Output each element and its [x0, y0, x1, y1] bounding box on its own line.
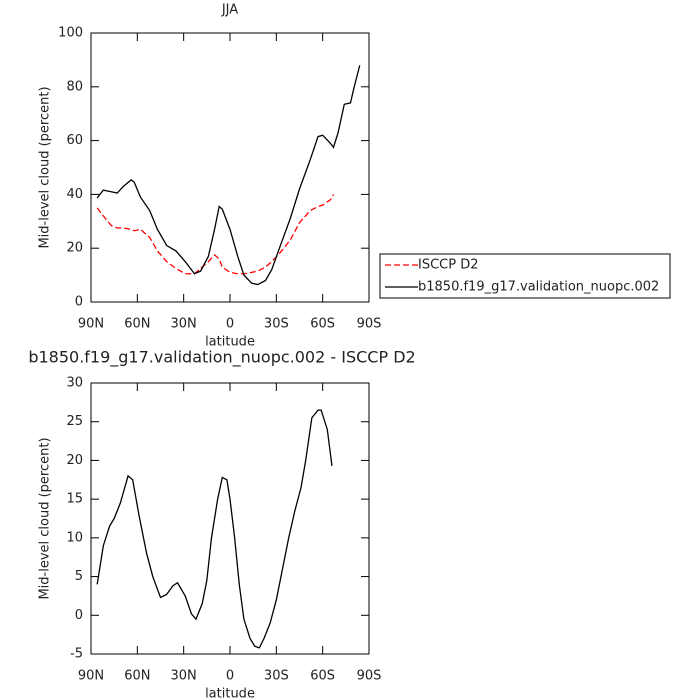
x-tick-label: 90N — [78, 669, 104, 684]
y-tick-label: 20 — [66, 241, 83, 256]
y-tick-label: 30 — [66, 376, 83, 391]
y-tick-label: 0 — [75, 608, 83, 623]
x-tick-label: 0 — [226, 317, 234, 332]
x-tick-label: 60N — [124, 317, 150, 332]
legend-label: ISCCP D2 — [418, 258, 479, 273]
data-line — [96, 65, 361, 286]
y-tick-label: 10 — [66, 530, 83, 545]
y-tick-label: 40 — [66, 187, 83, 202]
x-tick-label: 30S — [264, 317, 289, 332]
x-tick-label: 30S — [264, 669, 289, 684]
y-tick-label: 15 — [66, 492, 83, 507]
x-tick-label: 90N — [78, 317, 104, 332]
y-axis-label: Mid-level cloud (percent) — [38, 437, 53, 599]
x-axis-label: latitude — [205, 687, 255, 700]
y-tick-label: 0 — [75, 295, 83, 310]
legend-label: b1850.f19_g17.validation_nuopc.002 — [418, 280, 659, 295]
plot-frame — [90, 32, 370, 303]
y-tick-label: 60 — [66, 133, 83, 148]
x-tick-label: 30N — [171, 669, 197, 684]
data-line — [96, 409, 333, 649]
x-tick-label: 60S — [310, 669, 335, 684]
y-tick-label: 80 — [66, 79, 83, 94]
y-tick-label: 5 — [75, 569, 83, 584]
x-tick-label: 30N — [171, 317, 197, 332]
legend-box — [379, 253, 671, 299]
x-tick-label: 90S — [357, 669, 382, 684]
x-tick-label: 90S — [357, 317, 382, 332]
y-tick-label: 100 — [58, 26, 83, 41]
y-axis-label: Mid-level cloud (percent) — [38, 86, 53, 248]
y-tick-label: 20 — [66, 453, 83, 468]
x-tick-label: 60S — [310, 317, 335, 332]
x-tick-label: 0 — [226, 669, 234, 684]
x-axis-label: latitude — [205, 335, 255, 350]
x-tick-label: 60N — [124, 669, 150, 684]
y-tick-label: -5 — [70, 647, 83, 662]
y-tick-label: 25 — [66, 414, 83, 429]
chart-title: b1850.f19_g17.validation_nuopc.002 - ISC… — [28, 348, 415, 368]
data-line — [96, 194, 335, 275]
plot-frame — [90, 382, 370, 655]
chart-title: JJA — [221, 3, 238, 18]
